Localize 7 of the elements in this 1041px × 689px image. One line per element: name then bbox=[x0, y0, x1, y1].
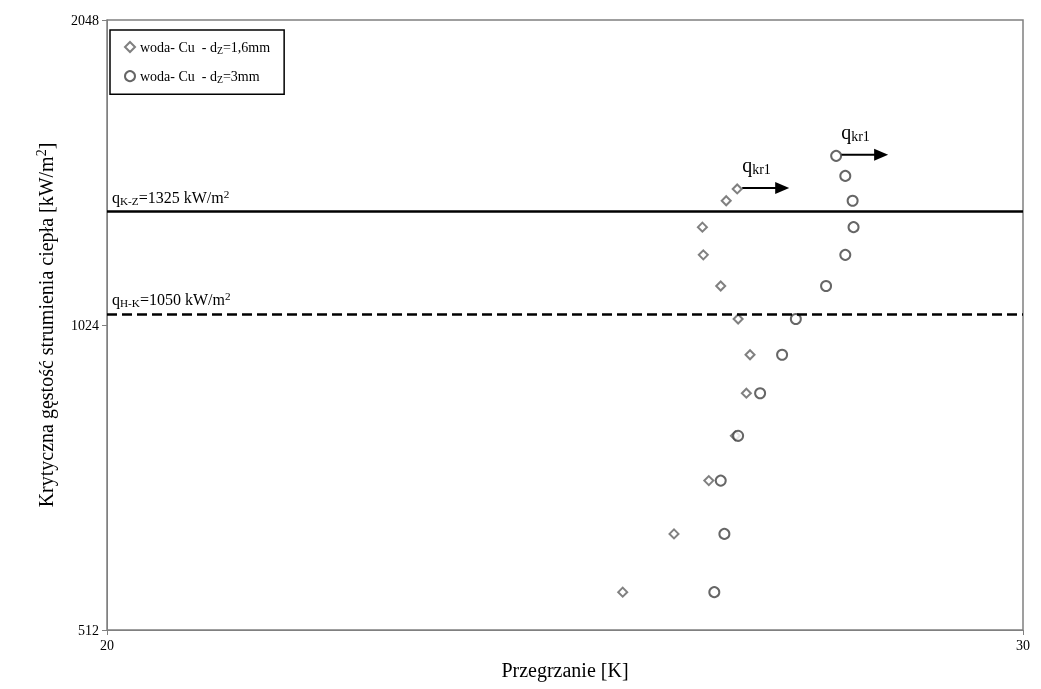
y-tick-label: 1024 bbox=[71, 317, 99, 333]
y-tick-label: 2048 bbox=[71, 12, 99, 28]
x-axis-title: Przegrzanie [K] bbox=[501, 659, 629, 682]
x-tick-label: 20 bbox=[100, 637, 114, 653]
y-tick-label: 512 bbox=[78, 622, 99, 638]
y-axis-title: Krytyczna gęstość strumienia ciepła [kW/m2] bbox=[33, 142, 58, 508]
x-tick-label: 30 bbox=[1016, 637, 1030, 653]
